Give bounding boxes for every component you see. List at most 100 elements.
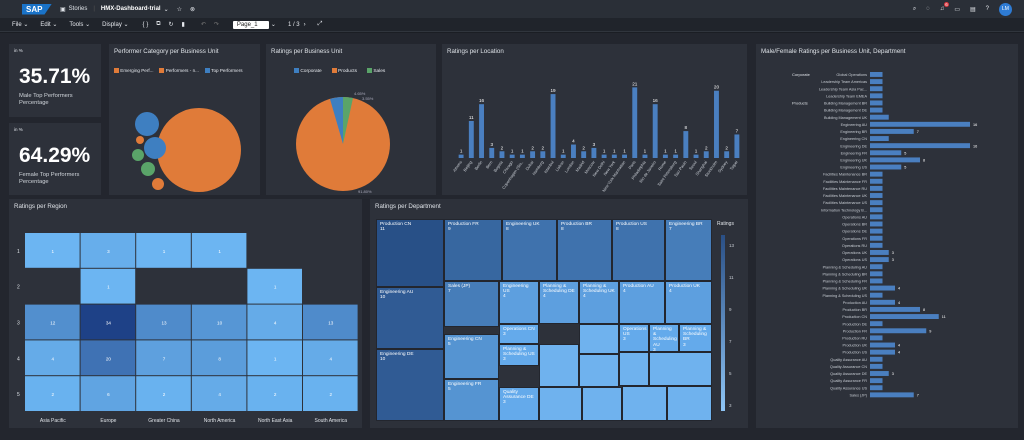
treemap-cell[interactable]: Production UK 4: [665, 281, 712, 324]
redo-icon[interactable]: ↷: [213, 22, 219, 28]
kpi-male-tile[interactable]: in % 35.71% Male Top Performers Percentag…: [9, 44, 101, 117]
treemap-cell[interactable]: Production BR 8: [557, 219, 612, 281]
ratings-business-unit-tile[interactable]: Ratings per Business Unit Corporate Prod…: [266, 44, 436, 195]
horizontal-bar: [870, 93, 883, 99]
bar-value-label: 4: [898, 301, 900, 305]
legend-item[interactable]: Products: [331, 68, 357, 74]
legend-item[interactable]: Corporate: [294, 68, 322, 74]
bar-value-label: 19: [550, 88, 556, 93]
page-next-icon[interactable]: ›: [303, 21, 306, 28]
treemap-cell[interactable]: Engineering US 4: [499, 281, 539, 324]
treemap-cell[interactable]: Planning & Scheduling DE 4: [539, 281, 579, 324]
treemap-cell[interactable]: Quality Assurance DE 3: [499, 387, 539, 421]
treemap-cell[interactable]: [579, 354, 619, 387]
treemap-cell[interactable]: Engineering BR 7: [665, 219, 712, 281]
treemap-cell[interactable]: Planning & Scheduling BR 3: [679, 324, 712, 352]
treemap-cell[interactable]: [539, 387, 582, 421]
page-select-chevron-icon[interactable]: ⌄: [270, 22, 276, 28]
treemap-cell-value: 4: [543, 294, 546, 300]
menu-edit[interactable]: Edit ⌄: [40, 22, 58, 28]
treemap-cell-label: Engineering US: [503, 284, 529, 295]
search-icon[interactable]: ⌕: [912, 5, 917, 12]
notifications-icon[interactable]: ♫ 6: [939, 2, 950, 12]
male-female-ratings-tile[interactable]: Male/Female Ratings per Business Unit, D…: [756, 44, 1018, 428]
male-female-bar-chart[interactable]: CorporateProductsSalesGlobal OperationsL…: [756, 44, 1018, 428]
favorite-icon[interactable]: ☆: [176, 6, 183, 13]
share-icon[interactable]: ⊗: [190, 6, 196, 13]
treemap-cell[interactable]: Engineering DE 10: [376, 349, 444, 421]
location-bar: [683, 131, 689, 158]
department-treemap[interactable]: Production CN 11 Production FR 9 Engineering…: [376, 219, 712, 421]
treemap-cell[interactable]: Planning & Scheduling AU 3: [649, 324, 679, 352]
treemap-cell[interactable]: Engineering AU 10: [376, 287, 444, 349]
treemap-cell[interactable]: Engineering FR 5: [444, 379, 499, 421]
copy-icon[interactable]: ⧉: [156, 21, 161, 27]
menu-file[interactable]: File ⌄: [12, 22, 29, 28]
treemap-cell[interactable]: Production AU 4: [619, 281, 665, 324]
bookmark-icon[interactable]: ▮: [181, 22, 185, 28]
treemap-cell[interactable]: [619, 352, 649, 386]
legend-gradient: [721, 235, 725, 411]
legend-title: Ratings: [717, 221, 734, 227]
location-bar: [519, 154, 525, 158]
category-label: Engineering AU: [841, 123, 868, 127]
category-label: Planning & Scheduling US: [822, 294, 867, 298]
treemap-cell[interactable]: Production CN 11: [376, 219, 444, 287]
bubble-chart[interactable]: [109, 44, 260, 195]
ratings-department-tile[interactable]: Ratings per Department Production CN 11 Pr…: [370, 199, 748, 428]
ratings-region-tile[interactable]: Ratings per Region 1 1 3 1 1 2 1 1 3 12 34 13 10 4 13 4…: [9, 199, 362, 428]
pie-chart[interactable]: 4.65% 3.55% 91.80%: [266, 44, 436, 195]
sap-logo[interactable]: SAP: [22, 3, 52, 15]
treemap-cell[interactable]: [667, 386, 712, 421]
category-label: Engineering US: [840, 166, 867, 170]
treemap-cell[interactable]: Operations US 3: [619, 324, 649, 352]
page-select[interactable]: Page_1: [232, 20, 269, 29]
ratings-location-tile[interactable]: Ratings per Location 1 Athens 11 Beijing 16 B…: [442, 44, 747, 195]
bar-value-label: 1: [644, 149, 647, 154]
code-icon[interactable]: { }: [142, 21, 149, 28]
treemap-cell-value: 9: [448, 227, 451, 233]
treemap-cell[interactable]: [539, 344, 579, 387]
help-icon[interactable]: ?: [985, 6, 989, 12]
legend-item[interactable]: Top Performers: [204, 68, 243, 74]
undo-icon[interactable]: ↶: [200, 22, 206, 28]
treemap-cell[interactable]: [582, 387, 622, 421]
stories-button[interactable]: ▣ Stories: [60, 6, 88, 13]
pie-slice-corporate: [330, 97, 343, 144]
menu-tools[interactable]: Tools ⌄: [69, 22, 91, 28]
legend-item[interactable]: Performers - n...: [159, 68, 199, 74]
document-title[interactable]: HMX-Dashboard-trial: [100, 6, 161, 12]
treemap-cell[interactable]: Engineering CN 5: [444, 334, 499, 379]
title-chevron-icon[interactable]: ⌄: [163, 6, 169, 13]
kpi-female-tile[interactable]: in % 64.29% Female Top Performers Percent…: [9, 123, 101, 195]
performer-category-tile[interactable]: Performer Category per Business Unit Eme…: [109, 44, 260, 195]
location-bar: [509, 154, 515, 158]
horizontal-bar: [870, 328, 927, 334]
treemap-cell[interactable]: [579, 324, 619, 354]
location-bar-chart[interactable]: 1Athens11Beijing16Berlin3Bern2Bogota1Chi…: [442, 44, 747, 195]
idea-icon[interactable]: ◌: [926, 6, 930, 12]
treemap-cell[interactable]: Engineering UK 8: [502, 219, 557, 281]
chat-icon[interactable]: ▭: [954, 6, 960, 13]
treemap-cell[interactable]: Operations CN 3: [499, 324, 539, 344]
legend-item[interactable]: Sales: [366, 68, 385, 74]
treemap-cell[interactable]: [622, 386, 667, 421]
horizontal-bar: [870, 200, 883, 206]
pie-label: 3.55%: [362, 96, 374, 101]
legend-item[interactable]: Emerging Perf...: [114, 68, 153, 74]
treemap-cell[interactable]: [649, 352, 712, 386]
heatmap-col-label: South America: [315, 418, 348, 424]
discussion-icon[interactable]: ▤: [969, 6, 976, 13]
refresh-icon[interactable]: ↻: [168, 22, 174, 28]
treemap-cell[interactable]: Production FR 9: [444, 219, 502, 281]
treemap-cell[interactable]: Planning & Scheduling US 3: [499, 344, 539, 366]
bar-value-label: 7: [917, 130, 919, 134]
treemap-cell[interactable]: Sales (JP) 7: [444, 281, 499, 327]
treemap-cell[interactable]: Production US 8: [612, 219, 665, 281]
location-bar: [581, 151, 587, 158]
region-heatmap[interactable]: 1 1 3 1 12 1 13 12 34 13 10 4 134 4 20 7 8 1 45 2 6 2 4 2 2Asia …: [9, 199, 362, 428]
menu-display[interactable]: Display ⌄: [102, 22, 129, 28]
treemap-cell[interactable]: Planning & Scheduling UK 4: [579, 281, 619, 324]
user-avatar[interactable]: LM: [999, 2, 1012, 16]
fullscreen-icon[interactable]: ⤢: [317, 21, 323, 27]
